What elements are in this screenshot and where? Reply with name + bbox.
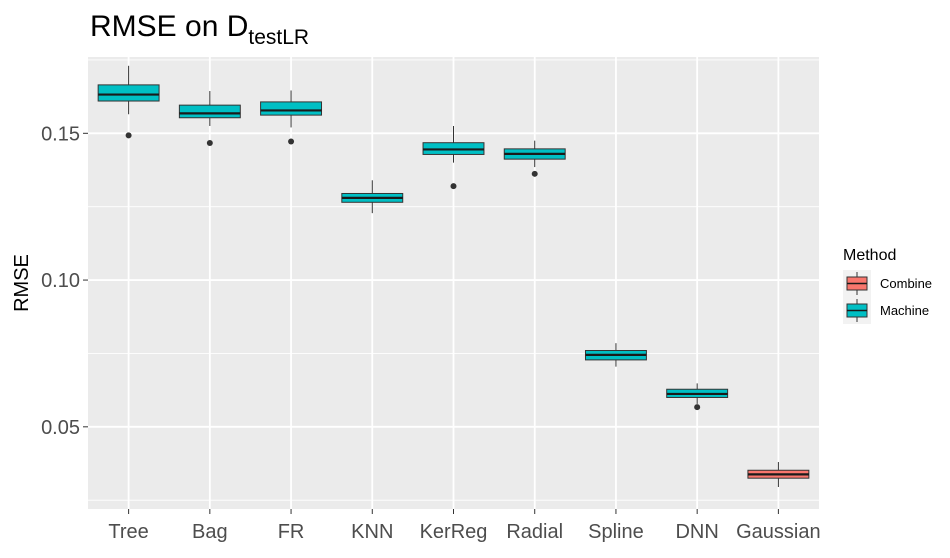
- x-tick-label: DNN: [675, 521, 718, 543]
- legend-label: Combine: [880, 276, 932, 291]
- x-tick-label: KNN: [351, 521, 393, 543]
- x-tick-label: Spline: [588, 521, 644, 543]
- box-knn: [341, 180, 404, 214]
- x-tick-labels: Tree Bag FR KNN KerReg Radial Spline DNN Gaussia…: [108, 509, 821, 543]
- y-tick-label: 0.10: [41, 270, 80, 292]
- chart-title: RMSE on DtestLR: [90, 10, 309, 49]
- outlier-point: [206, 139, 213, 146]
- y-tick-label: 0.05: [41, 417, 80, 439]
- box-dnn: [666, 383, 729, 411]
- box-radial: [503, 140, 566, 177]
- box-fr: [260, 90, 323, 145]
- x-tick-label: Tree: [108, 521, 148, 543]
- legend-entry-combine: Combine: [843, 270, 932, 297]
- box-body: [178, 104, 241, 119]
- y-axis-title: RMSE: [11, 254, 33, 312]
- outlier-point: [531, 170, 538, 177]
- box-bag: [178, 91, 241, 146]
- x-tick-label: Gaussian: [736, 521, 821, 543]
- box-body: [97, 84, 160, 102]
- outlier-point: [694, 404, 701, 411]
- x-tick-label: Bag: [192, 521, 228, 543]
- legend: Method Combine Machine: [843, 247, 932, 324]
- x-tick-label: KerReg: [420, 521, 488, 543]
- box-body: [260, 101, 323, 116]
- box-gaussian: [747, 462, 810, 487]
- y-tick-label: 0.15: [41, 123, 80, 145]
- grid-lines: [88, 57, 819, 509]
- boxes-layer: [97, 65, 810, 487]
- box-spline: [584, 343, 647, 367]
- outlier-point: [450, 183, 457, 190]
- box-tree: [97, 65, 160, 139]
- chart-title-main: RMSE on D: [90, 10, 248, 43]
- x-tick-label: Radial: [506, 521, 563, 543]
- x-tick-label: FR: [278, 521, 305, 543]
- legend-entry-machine: Machine: [843, 297, 929, 324]
- legend-title: Method: [843, 247, 896, 264]
- outlier-point: [288, 138, 295, 145]
- chart-title-subscript: testLR: [248, 26, 309, 49]
- y-tick-labels: 0.05 0.10 0.15: [41, 123, 88, 439]
- outlier-point: [125, 132, 132, 139]
- box-kerreg: [422, 125, 485, 190]
- legend-label: Machine: [880, 303, 929, 318]
